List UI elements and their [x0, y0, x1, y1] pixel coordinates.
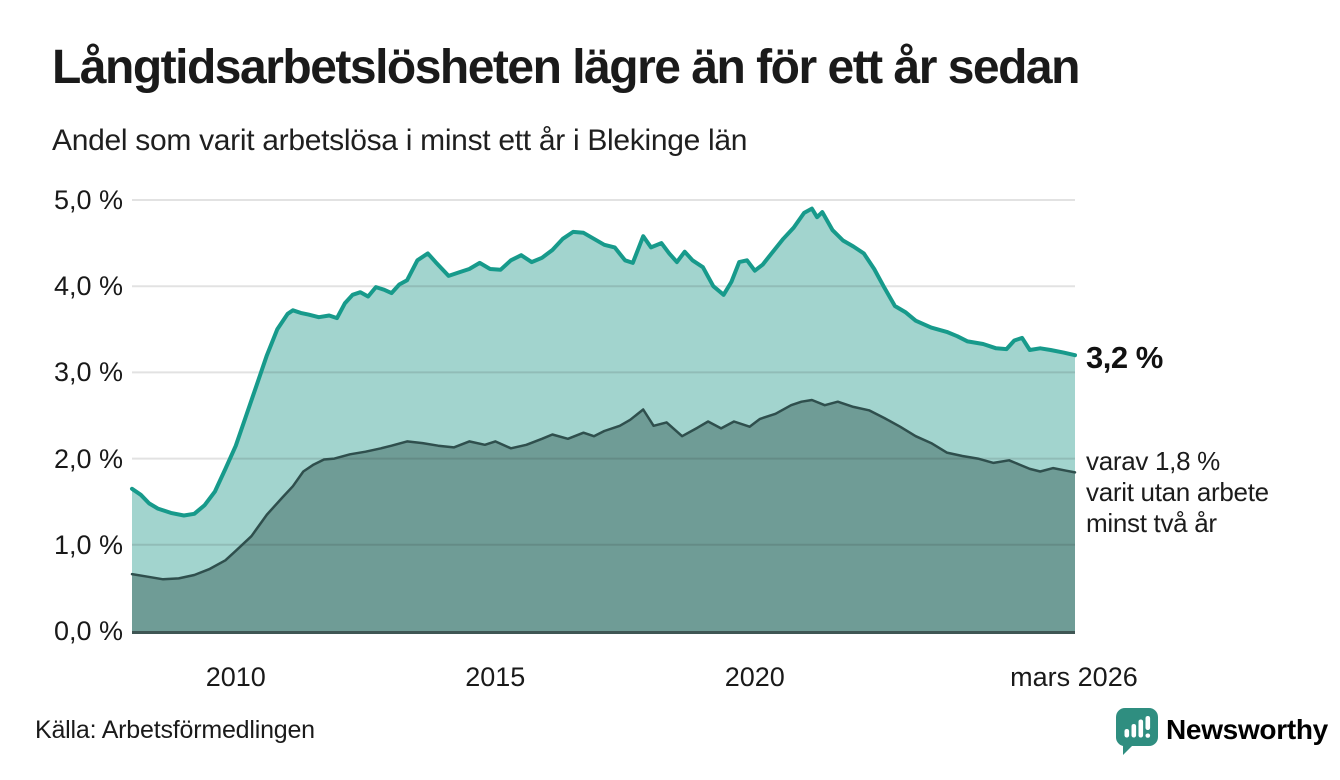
- chart-title: Långtidsarbetslösheten lägre än för ett …: [52, 41, 1080, 94]
- y-axis-label: 0,0 %: [53, 616, 123, 646]
- x-axis-label: 2015: [465, 662, 526, 692]
- area-minst-tva-ar: [132, 400, 1075, 631]
- line-minst-tva-ar: [130, 398, 1077, 581]
- y-axis-label: 1,0 %: [53, 529, 123, 560]
- newsworthy-brand-text: Newsworthy: [1166, 714, 1328, 745]
- y-axis-label: 3,0 %: [53, 357, 123, 388]
- chart-subtitle: Andel som varit arbetslösa i minst ett å…: [52, 124, 748, 157]
- newsworthy-logo-icon: [1116, 708, 1158, 755]
- y-axis-label: 4,0 %: [53, 271, 123, 302]
- x-axis-label: 2010: [205, 662, 266, 692]
- newsworthy-logo: Newsworthy: [1116, 708, 1328, 756]
- secondary-annotation: varav 1,8 % varit utan arbete minst två …: [1086, 446, 1269, 538]
- line-minst-ett-ar: [130, 206, 1077, 518]
- source-note: Källa: Arbetsförmedlingen: [35, 716, 315, 744]
- y-axis-label: 5,0 %: [53, 185, 123, 215]
- y-axis-label: 2,0 %: [53, 443, 123, 474]
- x-axis-label: mars 2026: [1010, 662, 1138, 692]
- latest-value-label: 3,2 %: [1086, 340, 1163, 375]
- x-axis-label: 2020: [724, 662, 785, 692]
